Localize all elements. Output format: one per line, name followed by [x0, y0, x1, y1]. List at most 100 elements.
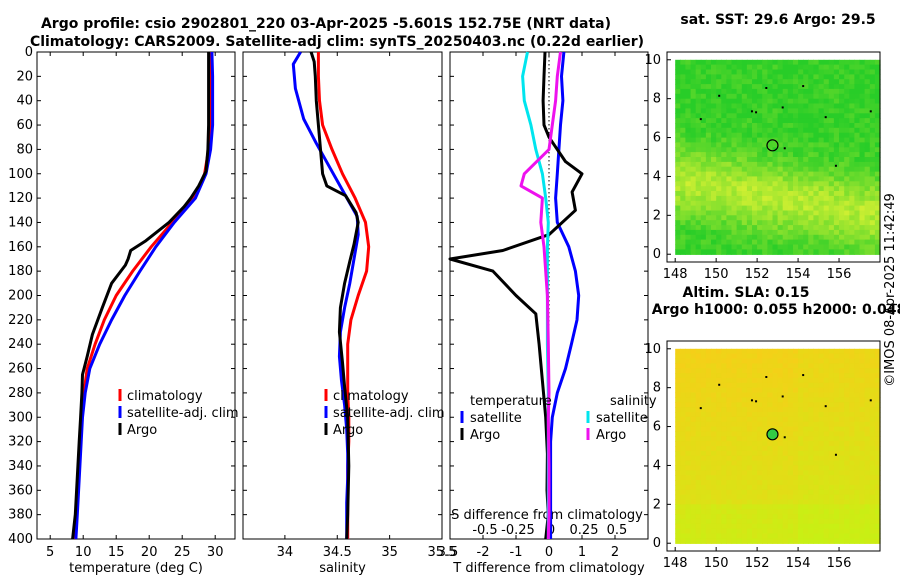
heatmap-cell [798, 412, 804, 418]
heatmap-cell [772, 392, 779, 398]
heatmap-cell [690, 93, 697, 100]
heatmap-cell [798, 195, 804, 202]
heatmap-cell [818, 392, 825, 398]
heatmap-cell [874, 504, 881, 510]
heatmap-cell [690, 215, 697, 221]
heatmap-cell [680, 387, 686, 394]
heatmap-cell [721, 79, 727, 85]
heatmap-cell [833, 191, 840, 197]
heatmap-cell [685, 215, 692, 221]
heatmap-cell [782, 465, 789, 471]
heatmap-cell [782, 118, 789, 124]
heatmap-cell [864, 166, 871, 173]
heatmap-cell [675, 220, 681, 226]
heatmap-cell [746, 377, 753, 384]
heatmap-cell [772, 132, 779, 139]
heatmap-cell [705, 518, 712, 525]
heatmap-cell [721, 186, 727, 192]
heatmap-cell [813, 460, 820, 467]
heatmap-cell [685, 377, 692, 384]
heatmap-cell [716, 132, 722, 139]
heatmap-cell [721, 249, 727, 255]
heatmap-cell [828, 465, 835, 471]
heatmap-cell [721, 387, 727, 394]
heatmap-cell [726, 215, 733, 221]
heatmap-cell [700, 421, 707, 428]
heatmap-cell [839, 98, 845, 105]
heatmap-cell [833, 176, 840, 182]
heatmap-cell [874, 368, 881, 374]
heatmap-cell [746, 161, 753, 168]
heatmap-cell [680, 353, 686, 360]
heatmap-cell [839, 123, 845, 129]
heatmap-cell [793, 528, 799, 535]
heatmap-cell [736, 416, 743, 423]
heatmap-cell [844, 132, 850, 139]
heatmap-cell [864, 210, 871, 216]
heatmap-cell [762, 195, 768, 202]
sst-map-title: sat. SST: 29.6 Argo: 29.5 [680, 12, 875, 28]
heatmap-cell [721, 210, 727, 216]
heatmap-cell [690, 358, 697, 364]
heatmap-cell [803, 368, 809, 374]
heatmap-cell [813, 489, 820, 496]
heatmap-cell [839, 377, 845, 384]
heatmap-cell [695, 504, 702, 510]
heatmap-cell [798, 368, 804, 374]
heatmap-cell [762, 426, 768, 433]
heatmap-cell [741, 480, 748, 486]
heatmap-cell [859, 528, 866, 535]
heatmap-cell [782, 74, 789, 80]
heatmap-cell [787, 494, 794, 501]
heatmap-cell [839, 407, 845, 413]
heatmap-cell [828, 397, 835, 403]
heatmap-cell [818, 465, 825, 471]
heatmap-cell [849, 416, 855, 423]
heatmap-cell [869, 64, 876, 71]
heatmap-cell [828, 504, 835, 510]
heatmap-cell [716, 147, 722, 153]
heatmap-cell [864, 387, 871, 394]
heatmap-cell [782, 397, 789, 403]
heatmap-cell [700, 171, 707, 178]
heatmap-cell [711, 392, 717, 398]
heatmap-cell [690, 181, 697, 187]
heatmap-cell [700, 377, 707, 384]
heatmap-cell [762, 387, 768, 394]
heatmap-cell [767, 93, 774, 100]
heatmap-cell [752, 205, 758, 212]
heatmap-cell [793, 84, 799, 90]
heatmap-cell [869, 397, 876, 403]
heatmap-cell [844, 387, 850, 394]
heatmap-cell [685, 152, 692, 158]
heatmap-cell [757, 166, 763, 173]
heatmap-cell [772, 421, 779, 428]
heatmap-cell [767, 382, 774, 389]
heatmap-cell [782, 436, 789, 442]
heatmap-cell [772, 93, 779, 100]
heatmap-cell [772, 234, 779, 241]
heatmap-cell [757, 84, 763, 90]
heatmap-cell [849, 123, 855, 129]
heatmap-cell [711, 84, 717, 90]
heatmap-cell [782, 108, 789, 114]
heatmap-cell [823, 200, 830, 207]
heatmap-cell [854, 484, 861, 491]
heatmap-cell [859, 127, 866, 134]
heatmap-cell [741, 504, 748, 510]
heatmap-cell [803, 441, 809, 447]
heatmap-cell [726, 244, 733, 250]
heatmap-cell [859, 484, 866, 491]
heatmap-cell [695, 377, 702, 384]
map-x-tick-label: 152 [745, 267, 770, 282]
heatmap-cell [752, 509, 758, 515]
heatmap-cell [828, 205, 835, 212]
heatmap-cell [675, 431, 681, 437]
heatmap-cell [787, 220, 794, 226]
heatmap-cell [721, 225, 727, 231]
heatmap-cell [752, 431, 758, 437]
heatmap-cell [854, 225, 861, 231]
heatmap-cell [695, 74, 702, 80]
heatmap-cell [741, 108, 748, 114]
heatmap-cell [746, 499, 753, 505]
